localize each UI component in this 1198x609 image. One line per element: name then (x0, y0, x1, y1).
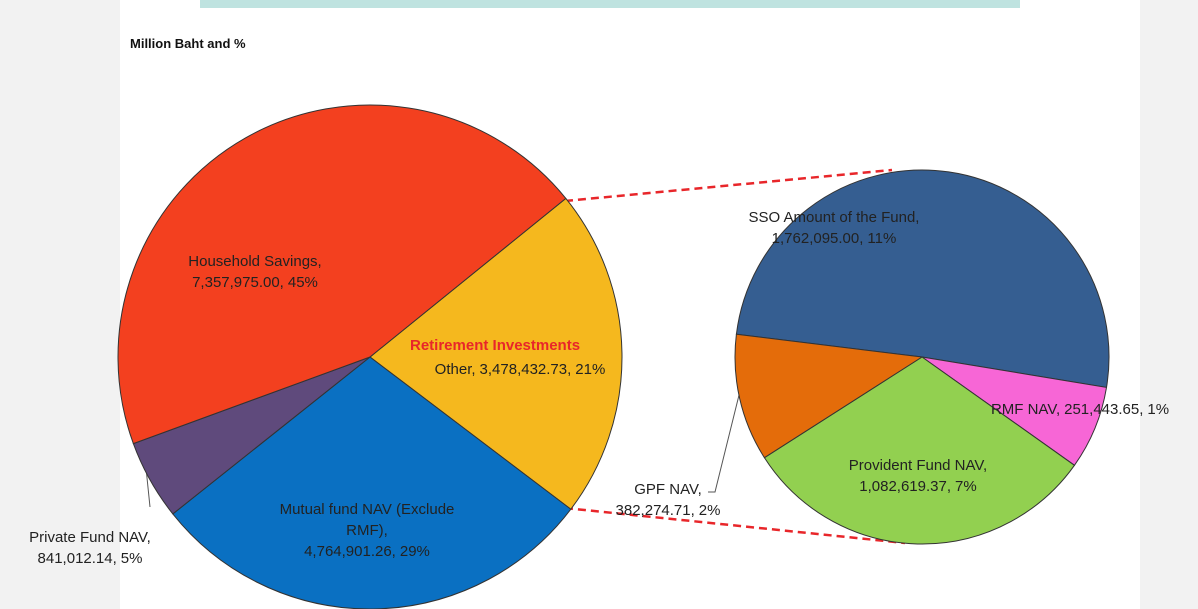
slice-value: 3,478,432.73, (479, 361, 572, 378)
slice-percent: 21% (575, 361, 606, 378)
connector (564, 506, 906, 545)
slice-label: RMF NAV, 251,443.65, 1% (960, 399, 1198, 420)
slice-value: 1,762,095.00, (771, 230, 864, 247)
slice-percent: 5% (120, 550, 143, 567)
pie-slice (763, 356, 1076, 545)
slice-percent: 11% (867, 230, 897, 247)
slice-value: 382,274.71, (615, 502, 695, 519)
leader-line (708, 382, 743, 493)
slice-percent: 7% (955, 478, 977, 495)
slice-value: 1,082,619.37, (859, 478, 952, 495)
slice-percent: 2% (698, 502, 721, 519)
pie-slice (369, 197, 623, 510)
slice-label: SSO Amount of the Fund, 1,762,095.00, 11% (734, 207, 934, 249)
slice-name: Provident Fund NAV, (848, 457, 988, 474)
slice-label: Household Savings, 7,357,975.00, 45% (155, 251, 355, 293)
slice-label: Other, 3,478,432.73, 21% (400, 359, 640, 380)
pie-slice (735, 169, 1110, 389)
slice-name: RMF NAV, (990, 401, 1061, 418)
slice-value: 841,012.14, (37, 550, 117, 567)
connector (564, 168, 893, 203)
slice-name: SSO Amount of the Fund, (748, 209, 920, 226)
slice-percent: 45% (287, 274, 318, 291)
slice-percent: 1% (1147, 401, 1170, 418)
slice-name: Household Savings, (188, 253, 322, 270)
slice-label: Mutual fund NAV (Exclude RMF), 4,764,901.… (272, 499, 462, 562)
slice-label: Private Fund NAV, 841,012.14, 5% (5, 527, 175, 569)
slice-value: 251,443.65, (1064, 401, 1144, 418)
slice-name: Mutual fund NAV (Exclude RMF), (279, 501, 455, 539)
slice-value: 4,764,901.26, (304, 543, 396, 560)
slice-label: GPF NAV, 382,274.71, 2% (603, 479, 733, 521)
chart-title: Million Baht and % (130, 36, 246, 51)
slice-percent: 29% (399, 543, 430, 560)
slice-name: Other, (434, 361, 476, 378)
top-bar (200, 0, 1020, 8)
slice-value: 7,357,975.00, (192, 274, 284, 291)
annotation: Retirement Investments (410, 337, 581, 354)
pie-slice (734, 333, 924, 459)
slice-label: Provident Fund NAV, 1,082,619.37, 7% (818, 455, 1018, 497)
slice-name: Private Fund NAV, (29, 529, 151, 546)
pie-slice (117, 104, 567, 445)
slice-name: GPF NAV, (634, 481, 702, 498)
